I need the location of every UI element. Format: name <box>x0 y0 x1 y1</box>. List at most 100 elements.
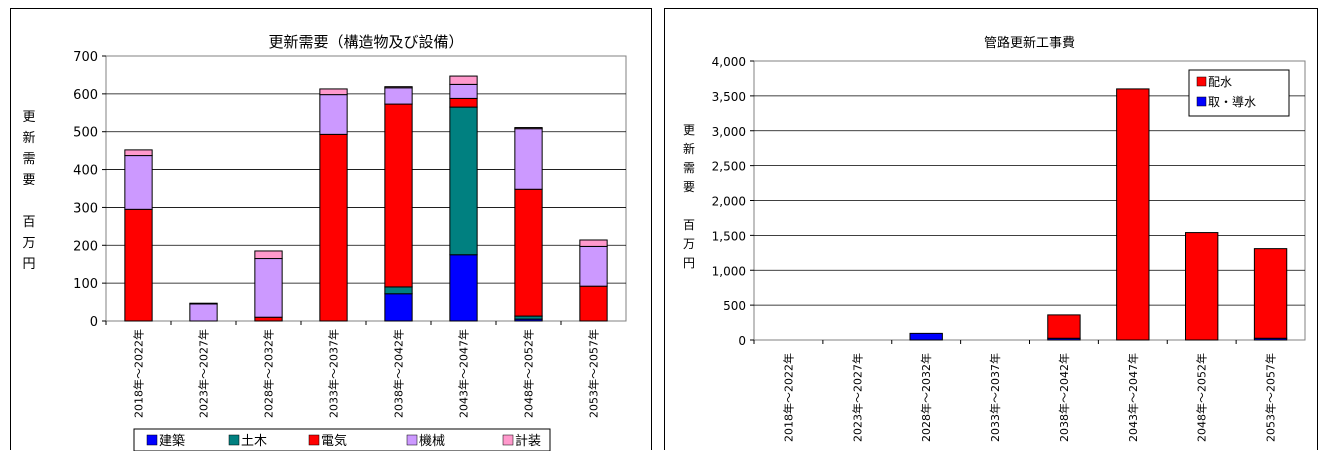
x-category-label: 2038年～2042年 <box>1057 353 1071 442</box>
legend-label: 建築 <box>159 434 185 449</box>
x-category-label: 2023年～2027年 <box>197 329 211 418</box>
y-tick-label: 1,500 <box>712 229 746 243</box>
bar-segment <box>514 128 543 190</box>
y-axis-label-char: 要 <box>22 173 35 188</box>
y-tick-label: 4,000 <box>712 55 746 69</box>
y-tick-label: 0 <box>738 334 746 348</box>
chart-panel-right: 管路更新工事費 0 500 1,000 1,500 2,000 2,500 3,000 3,50… <box>664 8 1318 450</box>
chart-title: 更新需要（構造物及び設備） <box>268 33 463 51</box>
bar-segment <box>319 94 348 135</box>
x-category-label: 2028年～2032年 <box>919 353 933 442</box>
bar-segment <box>254 250 283 260</box>
bar-segment <box>514 127 543 130</box>
bar-segment <box>189 303 218 322</box>
bar-segment <box>319 88 348 96</box>
x-category-label: 2023年～2027年 <box>850 353 864 442</box>
y-tick-label: 700 <box>73 50 98 65</box>
x-category-label: 2048年～2052年 <box>1195 353 1209 442</box>
legend-swatch <box>1196 96 1207 107</box>
bar-segment <box>1047 314 1081 339</box>
y-tick-label: 1,000 <box>712 264 746 278</box>
bar-segment <box>1253 248 1288 339</box>
bar-segment <box>579 239 608 247</box>
y-axis-label-char: 万 <box>683 237 695 251</box>
y-tick-label: 100 <box>73 277 98 292</box>
legend-swatch <box>406 434 418 446</box>
y-tick-label: 500 <box>73 126 98 141</box>
bar-segment <box>449 106 478 256</box>
x-category-label: 2018年～2022年 <box>781 353 795 442</box>
bar-segment <box>384 103 413 288</box>
bar-segment <box>1185 232 1219 341</box>
x-category-label: 2053年～2057年 <box>587 329 601 418</box>
y-tick-label: 2,500 <box>712 160 746 174</box>
bar-segment <box>449 75 478 85</box>
chart-title: 管路更新工事費 <box>984 35 1075 51</box>
chart-panel-left: 更新需要（構造物及び設備） 0 100 200 300 400 500 600 700 更新需要百… <box>10 8 652 451</box>
y-axis-label-char: 需 <box>683 161 695 175</box>
renewal-demand-chart: 更新需要（構造物及び設備） 0 100 200 300 400 500 600 700 更新需要百… <box>22 33 627 451</box>
legend <box>133 428 551 451</box>
x-category-label: 2018年～2022年 <box>132 329 146 418</box>
bar-segment <box>254 316 283 322</box>
y-tick-label: 500 <box>723 299 746 313</box>
bar-segment <box>449 254 478 322</box>
y-axis-label-char: 円 <box>683 256 695 270</box>
bar-segment <box>254 258 283 318</box>
x-category-label: 2048年～2052年 <box>522 329 536 418</box>
legend-label: 取・導水 <box>1208 95 1256 109</box>
legend-label: 計装 <box>515 433 541 449</box>
y-axis-label-char: 百 <box>22 215 35 230</box>
bar-segment <box>124 149 153 157</box>
y-axis-label-char: 要 <box>683 180 695 194</box>
y-axis-label-char: 新 <box>683 141 695 156</box>
bar-segment <box>579 245 608 287</box>
x-category-label: 2028年～2032年 <box>262 329 276 418</box>
y-tick-label: 400 <box>73 164 98 179</box>
bar-segment <box>449 83 478 99</box>
bar-segment <box>1116 88 1150 341</box>
y-tick-label: 600 <box>73 88 98 103</box>
bar-segment <box>384 87 413 105</box>
bar-segment <box>384 286 413 295</box>
x-category-label: 2033年～2037年 <box>327 329 341 418</box>
legend-swatch <box>146 434 158 446</box>
y-axis-label-char: 百 <box>683 218 695 232</box>
legend-label: 電気 <box>321 433 347 449</box>
y-axis-label-char: 需 <box>22 152 35 167</box>
plot-area <box>105 55 627 322</box>
x-category-label: 2053年～2057年 <box>1264 353 1278 442</box>
y-axis-label-char: 更 <box>22 110 35 125</box>
y-axis-label-char: 万 <box>22 236 35 251</box>
legend-swatch <box>228 434 240 446</box>
x-category-label: 2043年～2047年 <box>457 329 471 418</box>
legend-label: 土木 <box>241 434 267 449</box>
y-axis-label-char: 新 <box>22 130 35 146</box>
y-axis-label-char: 円 <box>22 257 35 272</box>
bar-segment <box>124 155 153 210</box>
bar-segment <box>319 133 348 322</box>
legend-swatch <box>1196 76 1207 87</box>
bar-segment <box>124 208 153 322</box>
bar-segment <box>449 97 478 108</box>
bar-segment <box>579 285 608 322</box>
y-tick-label: 0 <box>90 315 98 330</box>
x-category-label: 2033年～2037年 <box>988 353 1002 442</box>
legend-label: 機械 <box>419 434 445 449</box>
y-tick-label: 3,000 <box>712 125 746 139</box>
pipe-renewal-cost-chart: 管路更新工事費 0 500 1,000 1,500 2,000 2,500 3,000 3,50… <box>683 35 1306 442</box>
bar-segment <box>909 332 943 341</box>
legend-swatch <box>308 434 320 446</box>
bar-segment <box>384 86 413 89</box>
y-tick-label: 200 <box>73 239 98 254</box>
x-category-label: 2038年～2042年 <box>392 329 406 418</box>
bar-segment <box>514 188 543 317</box>
legend-swatch <box>502 434 514 446</box>
legend-label: 配水 <box>1208 75 1232 89</box>
x-category-label: 2043年～2047年 <box>1126 353 1140 442</box>
y-tick-label: 3,500 <box>712 90 746 104</box>
y-tick-label: 300 <box>73 201 98 216</box>
bar-segment <box>189 302 218 305</box>
y-tick-label: 2,000 <box>712 195 746 209</box>
y-axis-label-char: 更 <box>683 123 695 137</box>
